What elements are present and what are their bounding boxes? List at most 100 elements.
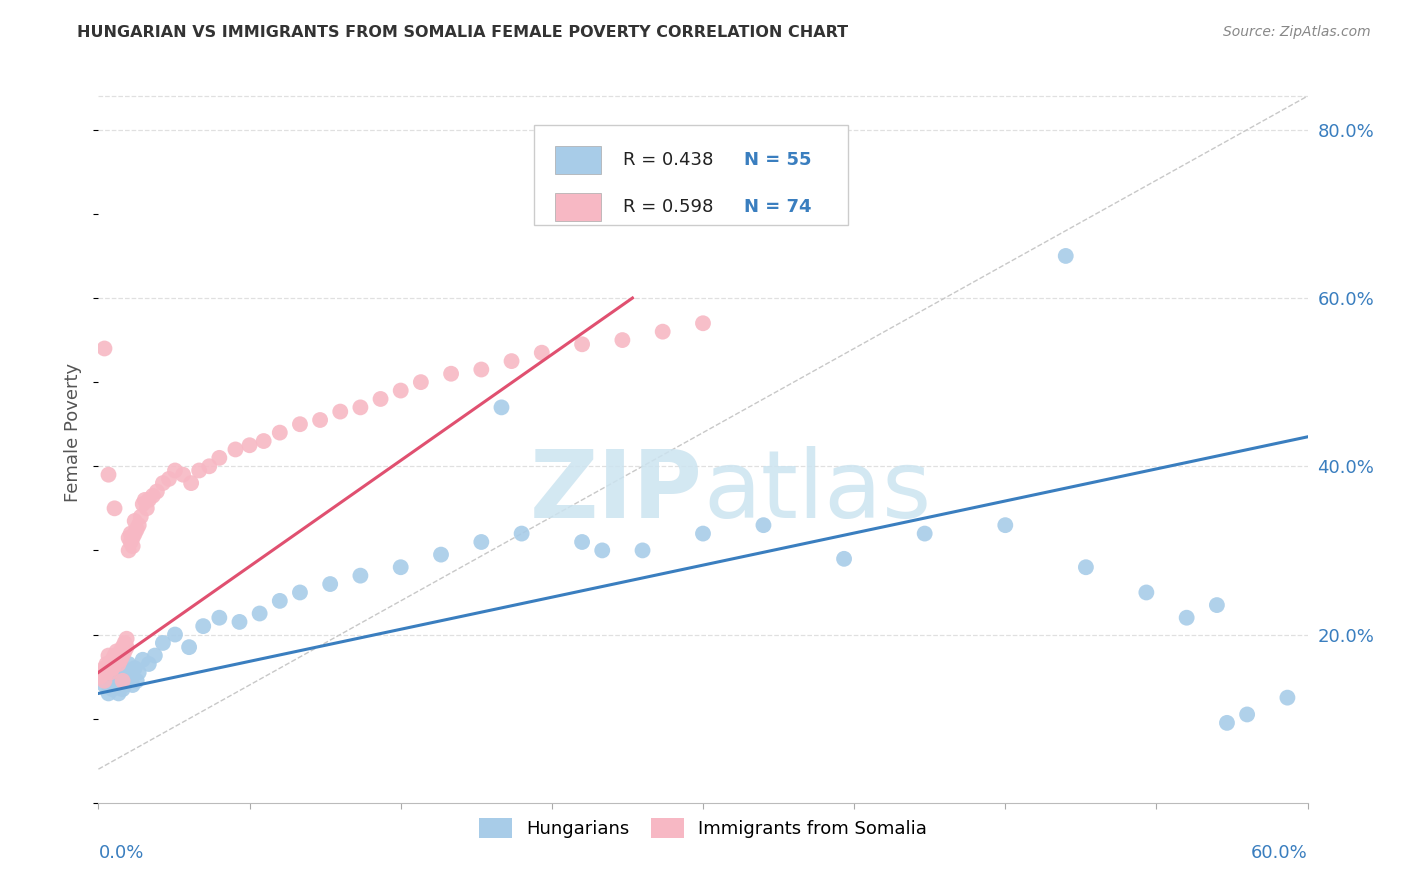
Point	[101, 682, 124, 697]
Point	[470, 535, 492, 549]
Point	[409, 375, 432, 389]
Point	[239, 438, 262, 452]
Point	[93, 342, 115, 356]
Point	[110, 673, 132, 688]
Point	[124, 514, 146, 528]
FancyBboxPatch shape	[555, 146, 602, 175]
Point	[135, 501, 157, 516]
Point	[100, 665, 122, 680]
Point	[115, 632, 138, 646]
Y-axis label: Female Poverty: Female Poverty	[65, 363, 83, 502]
Point	[198, 459, 221, 474]
Point	[269, 425, 291, 440]
Point	[93, 678, 115, 692]
Point	[132, 653, 155, 667]
Point	[120, 535, 142, 549]
Point	[96, 665, 118, 680]
Point	[440, 367, 463, 381]
Point	[692, 526, 714, 541]
Point	[208, 450, 231, 465]
Point	[124, 526, 146, 541]
Point	[118, 543, 141, 558]
Text: atlas: atlas	[703, 446, 931, 538]
FancyBboxPatch shape	[534, 126, 848, 226]
Point	[118, 673, 141, 688]
Point	[193, 619, 215, 633]
Point	[91, 665, 114, 680]
Text: Source: ZipAtlas.com: Source: ZipAtlas.com	[1223, 25, 1371, 39]
Point	[179, 640, 201, 655]
Point	[107, 686, 129, 700]
Point	[103, 670, 125, 684]
Point	[470, 362, 492, 376]
Point	[115, 640, 138, 655]
Point	[530, 345, 553, 359]
Point	[370, 392, 392, 406]
Point	[124, 661, 146, 675]
Point	[107, 648, 129, 663]
Point	[832, 551, 855, 566]
Point	[105, 644, 128, 658]
Point	[631, 543, 654, 558]
Point	[111, 640, 134, 655]
Point	[1206, 598, 1229, 612]
Point	[329, 404, 352, 418]
Text: 60.0%: 60.0%	[1251, 844, 1308, 862]
Point	[269, 594, 291, 608]
Point	[105, 653, 128, 667]
Point	[103, 648, 125, 663]
Point	[118, 531, 141, 545]
Point	[180, 476, 202, 491]
Point	[128, 665, 150, 680]
Text: R = 0.438: R = 0.438	[623, 152, 714, 169]
Point	[172, 467, 194, 482]
Point	[121, 531, 143, 545]
Point	[146, 484, 169, 499]
Point	[107, 665, 129, 680]
Point	[510, 526, 533, 541]
Point	[152, 636, 174, 650]
Point	[134, 492, 156, 507]
Point	[97, 467, 120, 482]
Point	[752, 518, 775, 533]
FancyBboxPatch shape	[555, 194, 602, 221]
Point	[111, 648, 134, 663]
Point	[101, 661, 124, 675]
Point	[103, 657, 125, 671]
Text: N = 74: N = 74	[744, 198, 811, 217]
Point	[1175, 610, 1198, 624]
Point	[591, 543, 613, 558]
Point	[389, 384, 412, 398]
Point	[97, 648, 120, 663]
Point	[114, 636, 136, 650]
Text: R = 0.598: R = 0.598	[623, 198, 714, 217]
Point	[208, 610, 231, 624]
Point	[120, 526, 142, 541]
Point	[114, 678, 136, 692]
Point	[228, 615, 250, 629]
Point	[111, 673, 134, 688]
Point	[114, 644, 136, 658]
Point	[491, 401, 513, 415]
Point	[1216, 715, 1239, 730]
Point	[389, 560, 412, 574]
Text: HUNGARIAN VS IMMIGRANTS FROM SOMALIA FEMALE POVERTY CORRELATION CHART: HUNGARIAN VS IMMIGRANTS FROM SOMALIA FEM…	[77, 25, 848, 40]
Point	[103, 501, 125, 516]
Point	[1135, 585, 1157, 599]
Point	[100, 657, 122, 671]
Point	[132, 497, 155, 511]
Point	[349, 401, 371, 415]
Point	[100, 673, 122, 688]
Point	[163, 627, 186, 641]
Point	[288, 585, 311, 599]
Point	[651, 325, 673, 339]
Point	[125, 673, 148, 688]
Point	[224, 442, 246, 457]
Point	[430, 548, 453, 562]
Point	[129, 509, 152, 524]
Point	[107, 657, 129, 671]
Point	[1236, 707, 1258, 722]
Point	[612, 333, 634, 347]
Point	[120, 670, 142, 684]
Text: ZIP: ZIP	[530, 446, 703, 538]
